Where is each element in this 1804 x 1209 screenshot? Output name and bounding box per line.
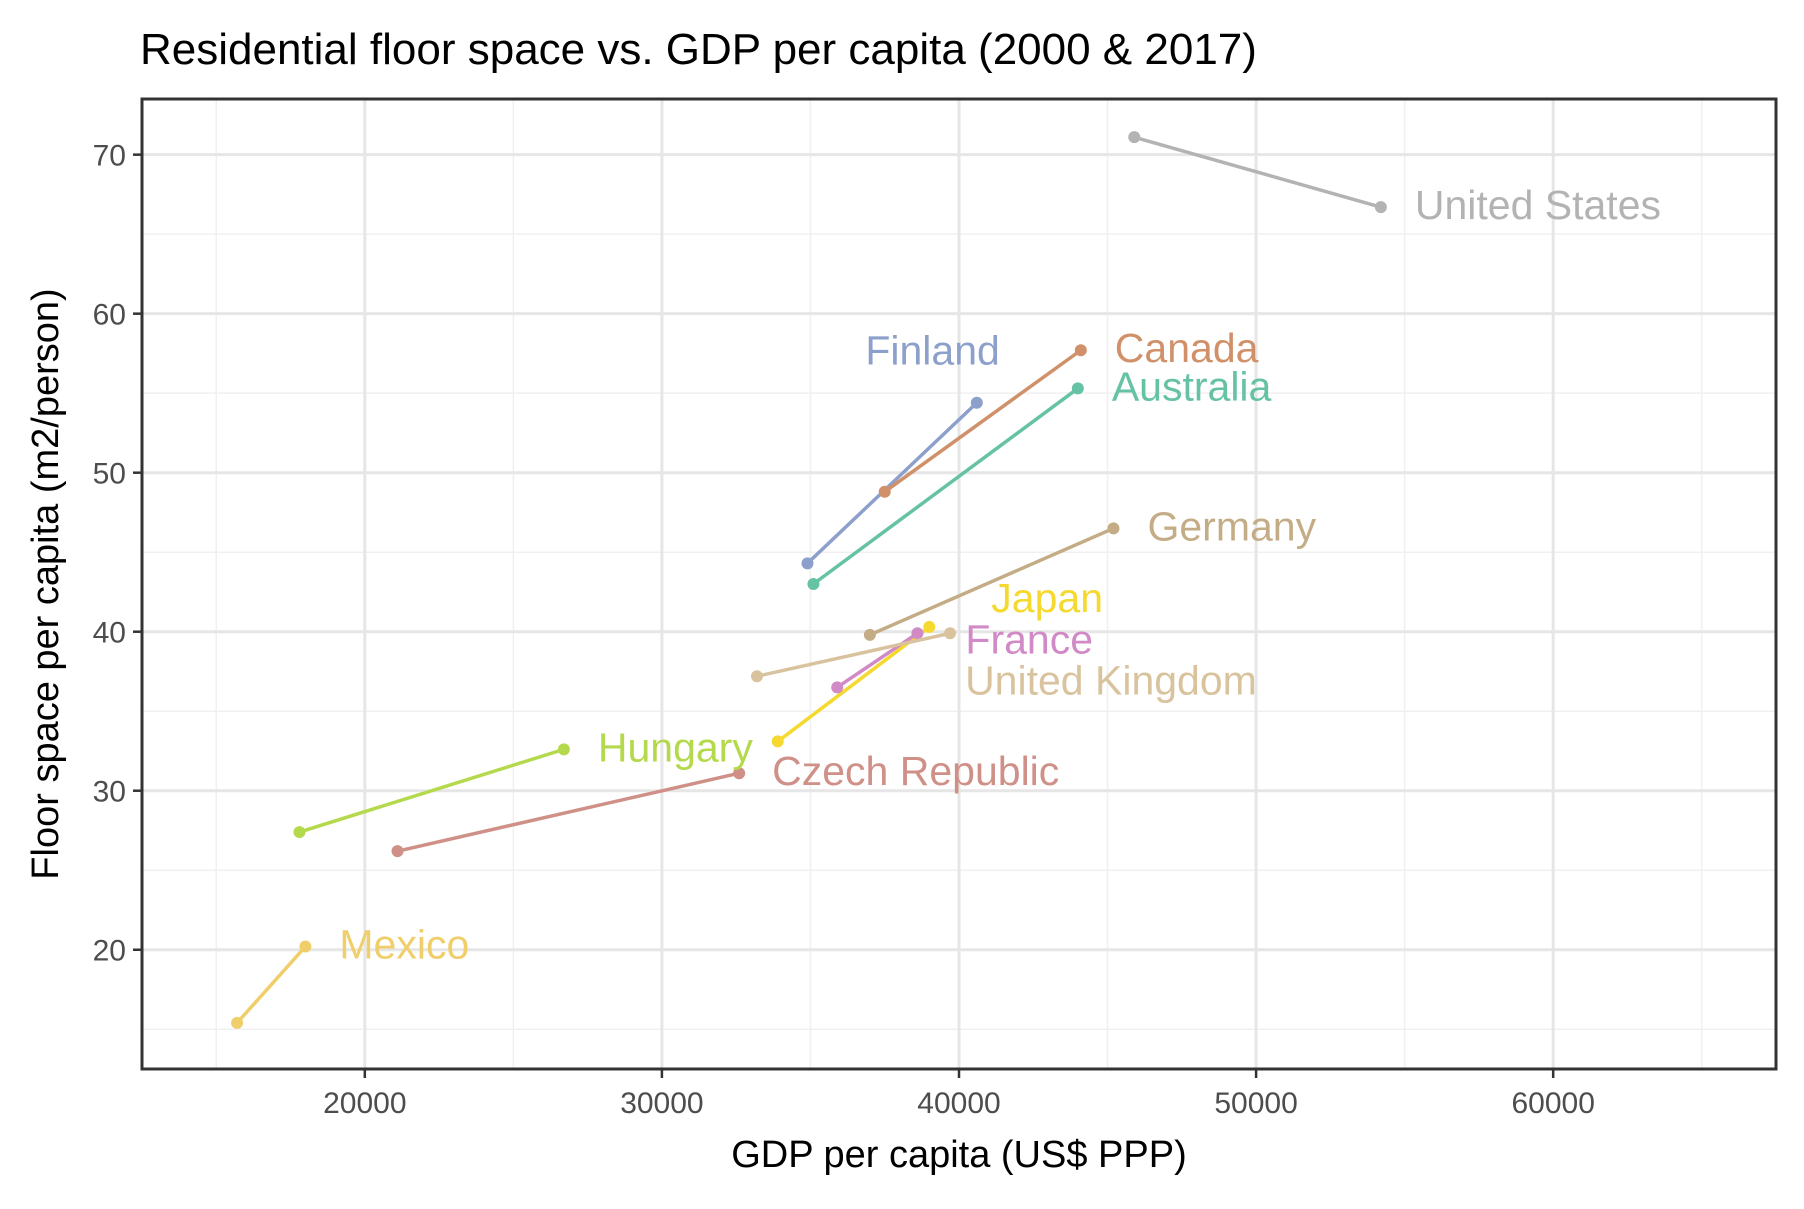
series-germany [863, 522, 1120, 641]
series-label-canada: Canada [1115, 325, 1259, 371]
series-united-states [1128, 131, 1387, 214]
series-australia [807, 382, 1084, 590]
series-label-australia: Australia [1112, 363, 1272, 409]
point-2000-japan [771, 735, 784, 748]
series-hungary [293, 743, 570, 839]
series-czech-republic [391, 767, 746, 858]
point-2000-finland [801, 557, 814, 570]
y-tick-label: 60 [93, 299, 126, 332]
point-2000-united-kingdom [750, 670, 763, 683]
series-japan [771, 620, 936, 748]
y-axis: 20 30 40 50 60 70 [93, 140, 142, 968]
series-label-mexico: Mexico [339, 922, 469, 968]
series-line-united-kingdom [756, 631, 951, 678]
point-2017-australia [1071, 382, 1084, 395]
y-tick-label: 50 [93, 458, 126, 491]
point-2017-france [911, 627, 924, 640]
series-finland [801, 396, 983, 570]
series-label-czech-republic: Czech Republic [772, 748, 1059, 794]
series-label-united-states: United States [1415, 182, 1661, 228]
chart-title: Residential floor space vs. GDP per capi… [140, 25, 1257, 74]
point-2017-united-kingdom [944, 627, 957, 640]
point-2000-mexico [231, 1016, 244, 1029]
series-line-hungary [298, 747, 565, 834]
point-2017-finland [970, 396, 983, 409]
x-tick-label: 40000 [917, 1087, 1000, 1120]
point-2000-united-states [1128, 131, 1141, 144]
series-line-czech-republic [397, 771, 740, 853]
y-tick-label: 30 [93, 776, 126, 809]
series-line-united-states [1133, 135, 1382, 209]
series-label-finland: Finland [865, 328, 999, 374]
x-tick-label: 50000 [1214, 1087, 1297, 1120]
point-2000-canada [878, 485, 891, 498]
x-tick-label: 60000 [1511, 1087, 1594, 1120]
point-2017-canada [1074, 344, 1087, 357]
series-united-kingdom [750, 627, 957, 683]
series-line-germany [869, 526, 1115, 637]
point-2017-mexico [299, 940, 312, 953]
y-tick-label: 20 [93, 935, 126, 968]
point-2017-japan [923, 620, 936, 633]
series-line-japan [776, 625, 931, 743]
series-layer [231, 131, 1387, 1029]
series-line-canada [883, 348, 1082, 494]
x-axis: 20000 30000 40000 50000 60000 [323, 1069, 1595, 1120]
series-line-finland [806, 401, 979, 565]
series-label-united-kingdom: United Kingdom [965, 657, 1257, 703]
y-axis-title: Floor space per capita (m2/person) [25, 288, 67, 879]
point-2000-germany [863, 628, 876, 641]
series-line-australia [812, 387, 1079, 586]
point-2017-germany [1107, 522, 1120, 535]
point-2000-czech-republic [391, 845, 404, 858]
point-2000-france [831, 681, 844, 694]
point-2017-united-states [1374, 201, 1387, 214]
y-tick-label: 70 [93, 140, 126, 173]
series-label-germany: Germany [1147, 503, 1316, 549]
point-2017-hungary [557, 743, 570, 756]
series-label-hungary: Hungary [598, 724, 753, 770]
series-mexico [231, 940, 312, 1029]
x-axis-title: GDP per capita (US$ PPP) [731, 1134, 1186, 1176]
point-2000-hungary [293, 826, 306, 839]
series-label-japan: Japan [991, 575, 1103, 621]
y-tick-label: 40 [93, 617, 126, 650]
series-canada [878, 344, 1087, 498]
series-label-france: France [965, 616, 1093, 662]
point-2017-czech-republic [733, 767, 746, 780]
series-line-mexico [235, 945, 307, 1025]
major-gridlines [142, 99, 1776, 1069]
x-tick-label: 20000 [323, 1087, 406, 1120]
x-tick-label: 30000 [620, 1087, 703, 1120]
point-2000-australia [807, 578, 820, 590]
